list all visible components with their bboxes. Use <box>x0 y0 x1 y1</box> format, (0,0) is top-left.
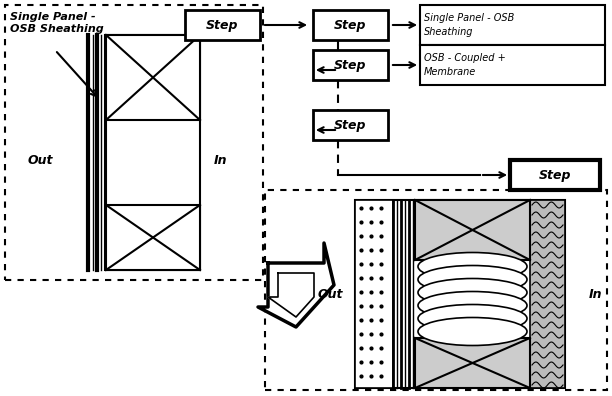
Ellipse shape <box>418 265 527 293</box>
Bar <box>106 35 200 120</box>
Text: Step: Step <box>539 169 571 181</box>
Bar <box>106 35 200 270</box>
Bar <box>355 200 565 388</box>
Text: Step: Step <box>334 19 367 32</box>
Text: In: In <box>213 154 227 166</box>
Bar <box>265 190 607 390</box>
Text: Step: Step <box>334 118 367 131</box>
Bar <box>106 205 200 270</box>
Bar <box>420 45 605 85</box>
Bar <box>510 160 600 190</box>
Text: OSB - Coupled +: OSB - Coupled + <box>424 53 506 63</box>
Bar <box>420 5 605 45</box>
Text: Step: Step <box>206 19 239 32</box>
Bar <box>530 200 565 388</box>
Polygon shape <box>258 243 334 327</box>
Text: Out: Out <box>317 289 343 301</box>
Polygon shape <box>268 273 314 317</box>
Text: Step: Step <box>334 59 367 72</box>
Bar <box>313 10 388 40</box>
Bar <box>355 200 393 388</box>
Bar <box>415 200 530 260</box>
Text: Single Panel -: Single Panel - <box>10 12 95 22</box>
Text: Single Panel - OSB: Single Panel - OSB <box>424 13 514 23</box>
Bar <box>185 10 260 40</box>
Bar <box>313 110 388 140</box>
Bar <box>5 5 263 280</box>
Bar <box>415 338 530 388</box>
Bar <box>313 50 388 80</box>
Ellipse shape <box>418 305 527 333</box>
Ellipse shape <box>418 253 527 280</box>
Text: In: In <box>588 289 602 301</box>
Text: Membrane: Membrane <box>424 67 476 77</box>
Ellipse shape <box>418 318 527 345</box>
Ellipse shape <box>418 291 527 320</box>
Text: Out: Out <box>28 154 53 166</box>
Text: OSB Sheathing: OSB Sheathing <box>10 24 104 34</box>
Ellipse shape <box>418 278 527 307</box>
Text: Sheathing: Sheathing <box>424 27 474 37</box>
